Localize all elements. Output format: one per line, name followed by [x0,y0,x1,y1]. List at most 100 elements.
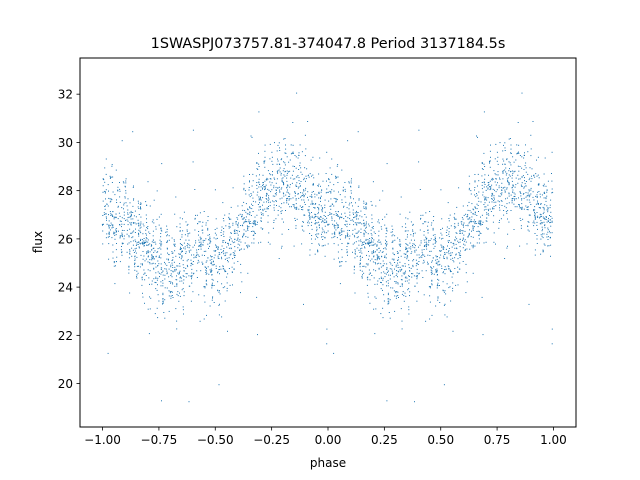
data-point [523,193,525,194]
data-point [200,248,202,250]
data-point [184,234,186,236]
data-point [238,240,240,242]
data-point [386,163,388,165]
data-point [349,218,351,220]
data-point [222,233,224,235]
data-point [320,191,322,193]
data-point [455,236,457,238]
data-point [277,160,279,162]
data-point [429,250,431,252]
data-point [366,284,368,286]
data-point [470,242,472,244]
data-point [408,264,410,266]
data-point [549,219,551,221]
data-point [469,229,470,231]
data-point [455,243,457,245]
data-point [262,182,264,183]
data-point [237,261,239,262]
data-point [544,227,546,229]
data-point [108,220,110,222]
data-point [414,245,416,247]
data-point [523,187,525,189]
data-point [534,211,535,213]
data-point [194,256,196,258]
data-point [267,221,269,223]
data-point [222,251,224,253]
data-point [256,224,258,225]
data-point [256,162,258,164]
data-point [324,219,326,221]
data-point [121,217,123,219]
data-point [229,240,230,242]
data-point [107,352,109,354]
data-point [362,265,364,267]
data-point [145,237,147,239]
data-point [483,111,485,113]
data-point [246,225,248,227]
data-point [485,208,487,210]
data-point [468,232,470,234]
data-point [258,206,260,208]
data-point [371,238,373,239]
data-point [131,237,133,239]
data-point [413,233,414,235]
data-point [466,248,468,250]
data-point [129,222,131,224]
data-point [264,156,266,158]
data-point [343,218,345,220]
data-point [549,222,551,224]
data-point [245,216,247,218]
data-point [149,263,151,265]
data-point [203,286,205,288]
data-point [134,210,136,212]
data-point [336,222,338,224]
data-point [337,224,339,226]
data-point [408,275,410,277]
data-point [207,266,209,268]
data-point [187,223,189,225]
data-point [281,218,283,220]
data-point [281,210,283,212]
data-point [222,268,224,270]
data-point [276,163,278,165]
data-point [162,274,164,276]
data-point [210,263,212,265]
data-point [130,232,132,234]
data-point [251,136,253,138]
data-point [155,288,157,290]
data-point [264,187,266,189]
data-point [144,279,146,281]
data-point [308,215,310,217]
data-point [346,226,348,228]
data-point [306,168,308,170]
data-point [263,162,265,164]
data-point [549,230,550,232]
data-point [504,205,506,207]
data-point [486,227,488,229]
data-point [132,212,134,213]
data-point [126,205,128,207]
data-point [282,177,284,179]
data-point [482,191,484,193]
data-point [423,259,425,261]
data-point [323,245,324,247]
data-point [193,257,195,259]
data-point [391,241,393,243]
data-point [431,273,433,275]
data-point [243,175,245,177]
data-point [526,209,528,210]
data-point [437,282,439,284]
y-tick-label: 28 [58,184,73,198]
data-point [538,183,540,185]
data-point [117,186,119,188]
data-point [143,273,145,275]
data-point [536,224,538,226]
data-point [503,214,505,216]
data-point [385,233,387,234]
data-point [191,268,193,270]
data-point [182,218,183,220]
data-point [272,171,273,173]
data-point [233,230,235,232]
data-point [524,165,526,167]
data-point [400,196,402,198]
